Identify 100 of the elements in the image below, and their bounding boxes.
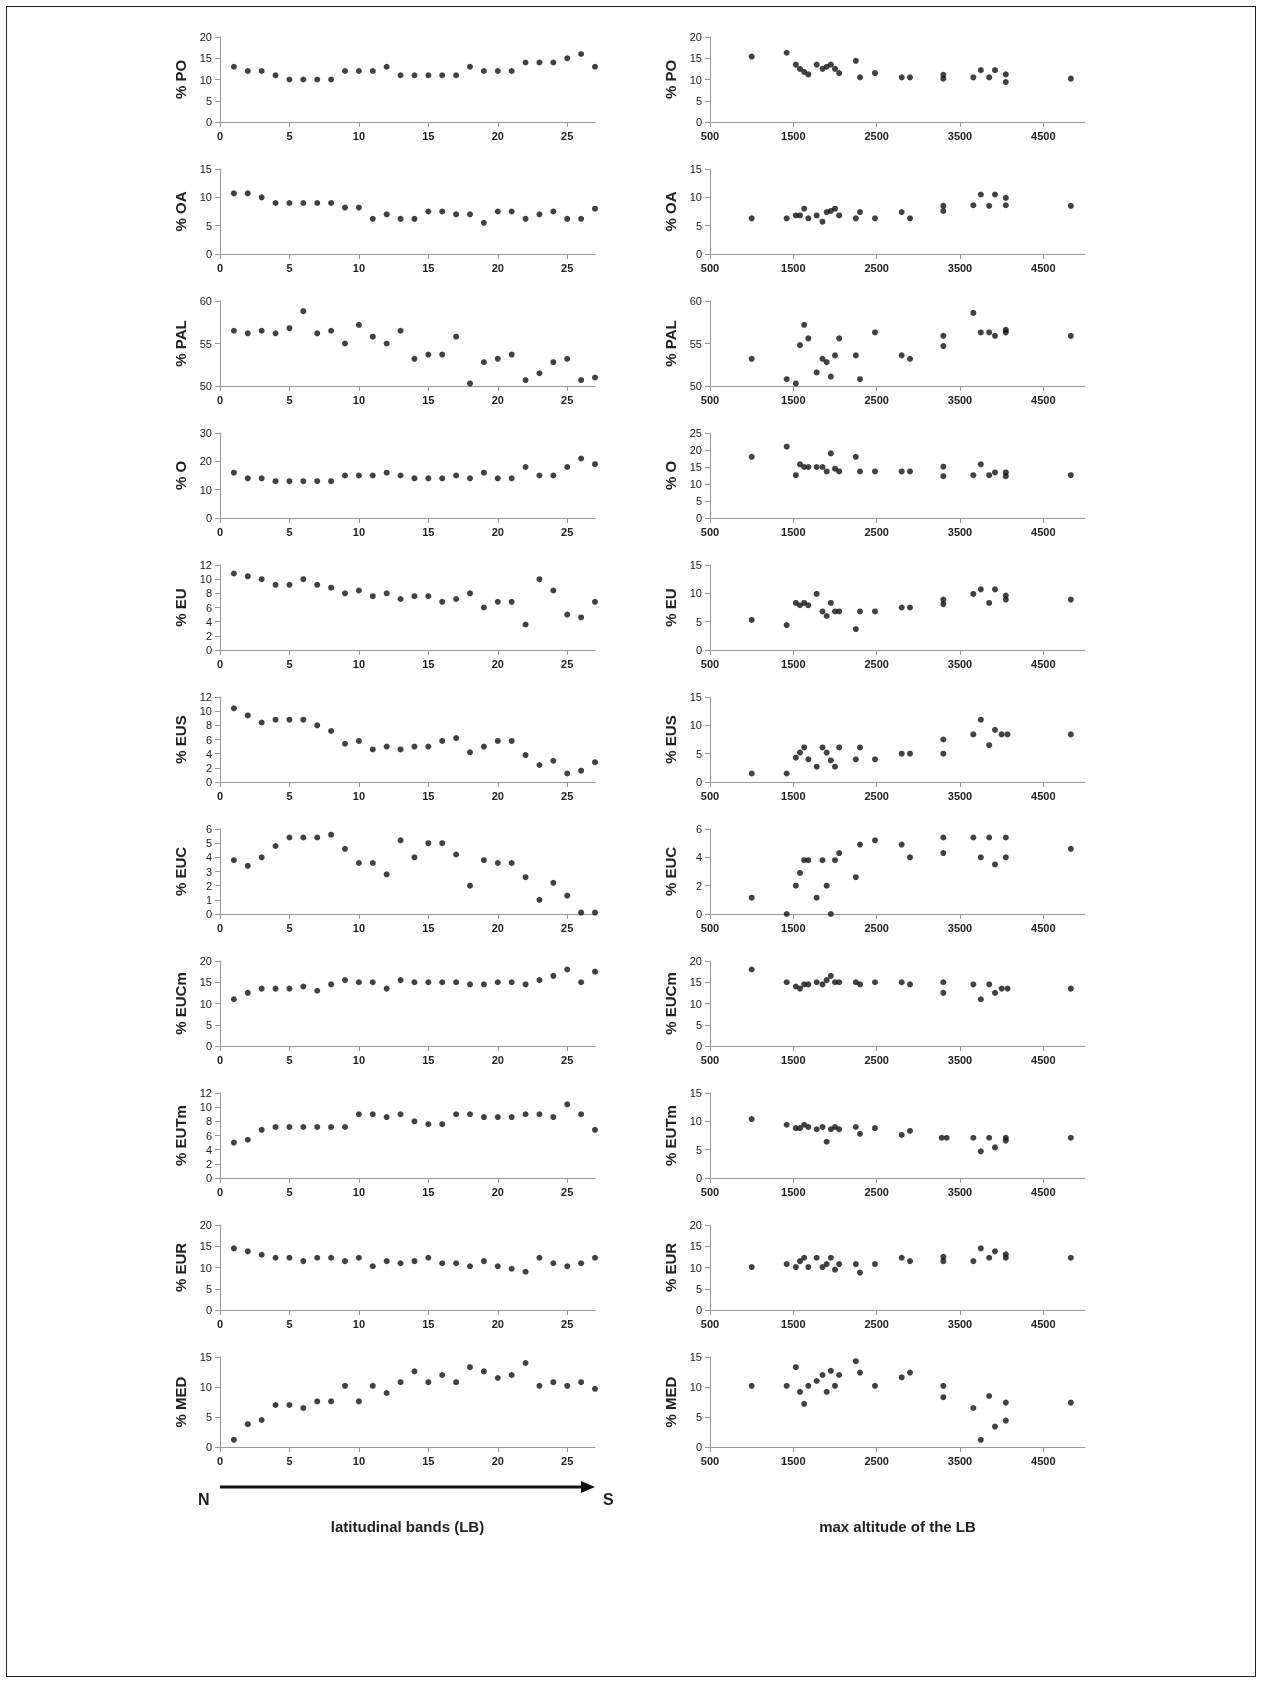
point — [852, 874, 859, 881]
point — [494, 860, 501, 866]
point — [536, 370, 543, 377]
point — [1002, 194, 1009, 201]
point — [797, 342, 803, 349]
point — [898, 209, 905, 216]
point — [970, 731, 977, 738]
x-tick-label: 10 — [352, 1185, 366, 1198]
point — [998, 985, 1005, 992]
y-axis-title: % OA — [662, 191, 679, 232]
point — [783, 1121, 790, 1128]
point — [907, 1258, 913, 1265]
y-tick-label: 4 — [205, 747, 212, 760]
point — [992, 469, 998, 476]
point — [258, 1126, 265, 1133]
point — [286, 1402, 293, 1408]
point — [578, 1379, 585, 1386]
point — [578, 767, 585, 774]
point — [872, 468, 878, 475]
point — [272, 985, 279, 992]
y-tick-label: 10 — [689, 997, 702, 1010]
y-tick-label: 5 — [695, 1411, 702, 1423]
y-tick-label: 10 — [199, 1101, 212, 1114]
x-tick-label: 3500 — [947, 1053, 973, 1066]
point — [805, 464, 812, 470]
point — [355, 1254, 362, 1261]
x-tick-label: 5 — [286, 525, 293, 538]
point — [823, 1261, 830, 1268]
point — [1067, 472, 1074, 479]
point — [467, 63, 473, 70]
point — [342, 740, 348, 747]
point — [827, 1367, 834, 1374]
point — [836, 1372, 843, 1378]
point — [480, 743, 487, 750]
x-tick-label: 5 — [286, 657, 293, 670]
point — [425, 475, 432, 482]
point — [940, 1394, 947, 1401]
y-tick-label: 55 — [689, 337, 702, 350]
y-tick-label: 15 — [689, 163, 702, 175]
point — [439, 208, 446, 215]
y-tick-label: 2 — [695, 879, 702, 892]
point — [827, 373, 834, 380]
point — [342, 1258, 348, 1265]
point — [592, 909, 598, 916]
point — [411, 1118, 418, 1125]
point — [823, 1388, 830, 1395]
y-tick-label: 20 — [199, 955, 212, 967]
y-tick-label: 15 — [689, 461, 702, 473]
point — [286, 200, 293, 206]
y-tick-label: 15 — [689, 52, 702, 65]
point — [592, 1126, 598, 1133]
point — [852, 453, 859, 460]
point — [801, 68, 808, 75]
y-tick-label: 55 — [199, 337, 212, 350]
point — [286, 478, 293, 485]
point — [342, 472, 348, 479]
y-tick-label: 10 — [199, 573, 212, 586]
point — [244, 68, 251, 74]
point — [244, 712, 251, 719]
x-tick-label: 20 — [491, 657, 504, 670]
point — [494, 979, 501, 986]
point — [998, 731, 1005, 738]
point — [480, 1114, 487, 1121]
point — [813, 1254, 820, 1261]
point — [907, 750, 913, 757]
point — [857, 468, 863, 475]
y-axis-title: % MED — [172, 1376, 189, 1428]
point — [823, 882, 830, 889]
point — [355, 587, 362, 594]
point — [805, 1382, 812, 1389]
point — [328, 327, 335, 334]
point — [792, 61, 799, 68]
x-tick-label: 2500 — [864, 1053, 889, 1066]
point — [522, 621, 529, 628]
y-tick-label: 4 — [205, 851, 212, 864]
point — [977, 191, 984, 198]
point — [986, 1134, 993, 1141]
point — [467, 749, 473, 756]
y-tick-label: 4 — [205, 1143, 212, 1156]
point — [425, 840, 432, 847]
point — [857, 981, 863, 988]
point — [1067, 1134, 1074, 1141]
point — [467, 211, 473, 218]
x-tick-label: 10 — [352, 1317, 366, 1330]
point — [813, 1126, 820, 1133]
point — [986, 202, 993, 209]
point — [797, 1258, 803, 1265]
point — [439, 1121, 446, 1128]
x-tick-label: 25 — [561, 657, 574, 670]
y-tick-label: 15 — [199, 1351, 212, 1363]
point — [411, 854, 418, 861]
x-tick-label: 25 — [561, 1317, 574, 1330]
point — [383, 211, 390, 218]
point — [907, 981, 913, 988]
point — [792, 1264, 799, 1271]
point — [1067, 731, 1074, 738]
point — [898, 74, 905, 81]
y-tick-label: 5 — [205, 94, 212, 107]
point — [508, 351, 515, 358]
point — [369, 746, 376, 753]
